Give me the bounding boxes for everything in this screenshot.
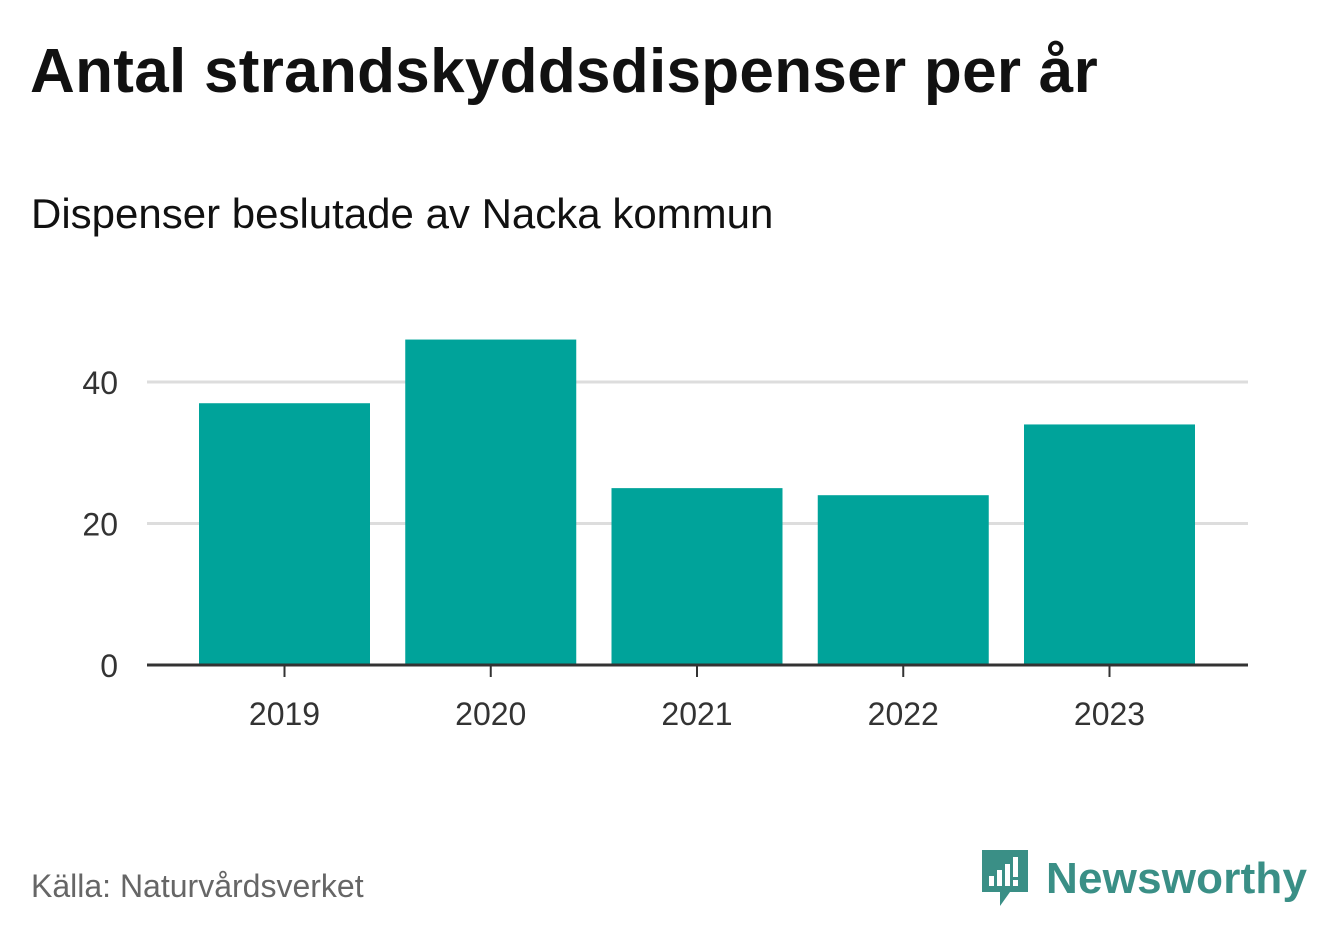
x-tick-label-2023: 2023	[1074, 696, 1145, 732]
chart-subtitle: Dispenser beslutade av Nacka kommun	[31, 190, 774, 237]
x-tick-label-2021: 2021	[661, 696, 732, 732]
bars	[199, 339, 1195, 665]
brand-name: Newsworthy	[1046, 854, 1308, 903]
bar-2021	[611, 488, 783, 665]
chart-title: Antal strandskyddsdispenser per år	[30, 37, 1099, 106]
y-tick-label-40: 40	[82, 365, 118, 401]
x-tick-label-2020: 2020	[455, 696, 526, 732]
x-tick-label-2019: 2019	[249, 696, 320, 732]
bar-2019	[199, 403, 370, 665]
bar-2020	[405, 339, 577, 665]
y-tick-label-0: 0	[100, 648, 118, 684]
bar-2023	[1024, 424, 1195, 665]
brand: Newsworthy	[980, 848, 1307, 910]
x-tick-label-2022: 2022	[868, 696, 939, 732]
source-note: Källa: Naturvårdsverket	[31, 868, 364, 904]
y-tick-label-20: 20	[82, 507, 118, 543]
axes	[147, 663, 1248, 677]
bar-2022	[817, 495, 989, 665]
tick-labels: 0 20 40 2019 2020 2021 2022 2023	[82, 365, 1145, 732]
newsworthy-logo-icon	[982, 850, 1028, 906]
